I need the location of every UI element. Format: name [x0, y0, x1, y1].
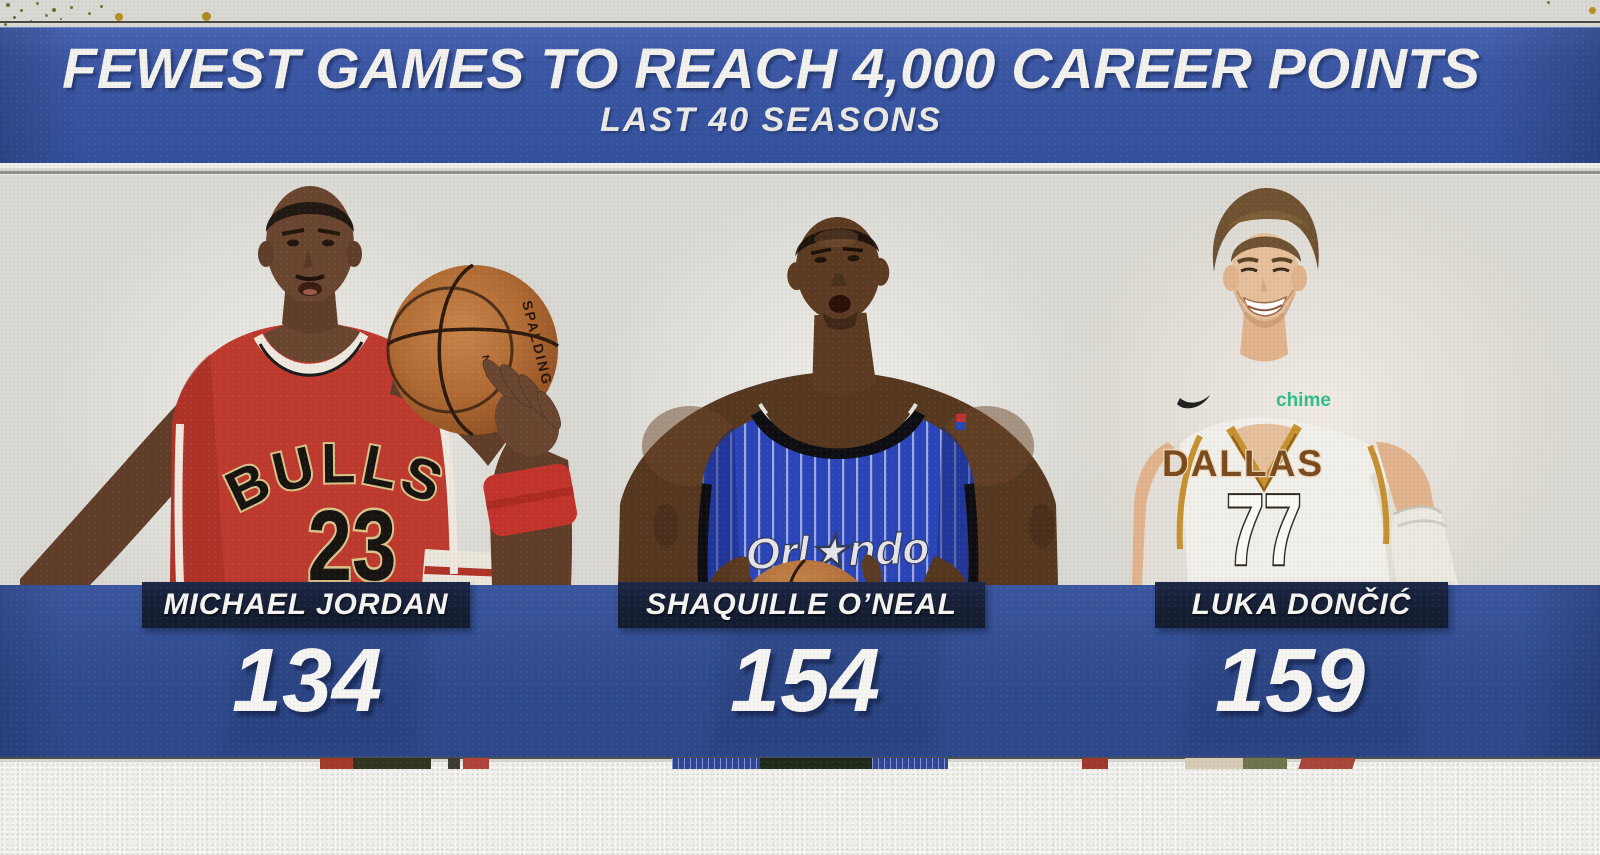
shaq-chest — [766, 388, 910, 449]
speck — [202, 12, 211, 21]
speck — [88, 12, 91, 15]
player-name: MICHAEL JORDAN — [163, 588, 449, 621]
photo-fragment — [320, 758, 353, 769]
jordan-chest — [264, 320, 360, 363]
photo-fragment — [872, 758, 948, 769]
subheadline: LAST 40 SEASONS — [600, 101, 942, 140]
speck — [36, 2, 39, 5]
speck — [1547, 1, 1550, 4]
player-stat-value: 159 — [1214, 631, 1366, 731]
jersey-number: 77 — [1226, 475, 1302, 585]
photo-fragment — [463, 758, 489, 769]
header-underline — [0, 163, 1600, 168]
player-photo-shaquille-oneal: Orl★ndo — [618, 217, 1058, 585]
horizontal-rule — [0, 171, 1600, 174]
player-photo-michael-jordan: BULLS 23 SPALDING NBA — [20, 186, 577, 585]
nba-logo-patch — [956, 414, 966, 430]
speck — [60, 18, 62, 20]
speck — [70, 6, 73, 9]
shaq-head — [787, 217, 890, 395]
header-inner: FEWEST GAMES TO REACH 4,000 CAREER POINT… — [0, 28, 1600, 164]
luka-head — [1212, 188, 1319, 362]
speck — [13, 16, 16, 19]
player-name-chip: MICHAEL JORDAN — [142, 582, 470, 628]
speck — [100, 5, 103, 8]
speck — [6, 3, 10, 7]
photo-fragment — [1243, 758, 1287, 769]
shaq-jersey — [697, 403, 979, 585]
photo-fragment — [448, 758, 460, 769]
nike-swoosh-icon — [1177, 395, 1210, 409]
player-photo-luka-doncic: chime DALLAS 77 — [1132, 188, 1458, 585]
speck — [4, 23, 7, 26]
speck — [20, 9, 23, 12]
speck — [52, 8, 56, 12]
photo-fragment — [1185, 758, 1243, 769]
jordan-head — [258, 186, 362, 334]
speck — [115, 13, 123, 21]
photo-fragment — [672, 758, 760, 769]
luka-right-arm-sleeve — [1376, 442, 1458, 585]
photo-fragment — [1082, 758, 1108, 769]
jersey-number: 23 — [308, 491, 397, 585]
player-stat-value: 134 — [231, 631, 383, 731]
player-stat-value: 154 — [729, 631, 881, 731]
sponsor-patch-text: chime — [1276, 390, 1331, 411]
photo-fragment — [760, 758, 872, 769]
wristband — [483, 463, 577, 537]
photo-fragments — [0, 758, 1600, 769]
photo-fragment — [353, 758, 431, 769]
player-name: SHAQUILLE O’NEAL — [645, 588, 957, 621]
players-photo-row: BULLS 23 SPALDING NBA — [0, 174, 1600, 585]
photo-fragment — [1298, 758, 1356, 769]
header-band: FEWEST GAMES TO REACH 4,000 CAREER POINT… — [0, 27, 1600, 164]
bottom-strip — [0, 762, 1600, 855]
top-divider-line — [0, 21, 1600, 23]
player-name: LUKA DONČIĆ — [1191, 588, 1412, 621]
player-name-chip: LUKA DONČIĆ — [1155, 582, 1448, 628]
speck — [1589, 7, 1596, 14]
player-name-chip: SHAQUILLE O’NEAL — [618, 582, 985, 628]
jersey-wordmark: DALLAS — [1162, 443, 1324, 484]
jordan-jersey — [170, 323, 512, 585]
headline: FEWEST GAMES TO REACH 4,000 CAREER POINT… — [62, 37, 1480, 101]
jordan-hand — [482, 359, 577, 585]
speck — [45, 14, 48, 17]
luka-jersey — [1142, 417, 1416, 585]
stats-band: MICHAEL JORDAN SHAQUILLE O’NEAL LUKA DON… — [0, 582, 1600, 757]
